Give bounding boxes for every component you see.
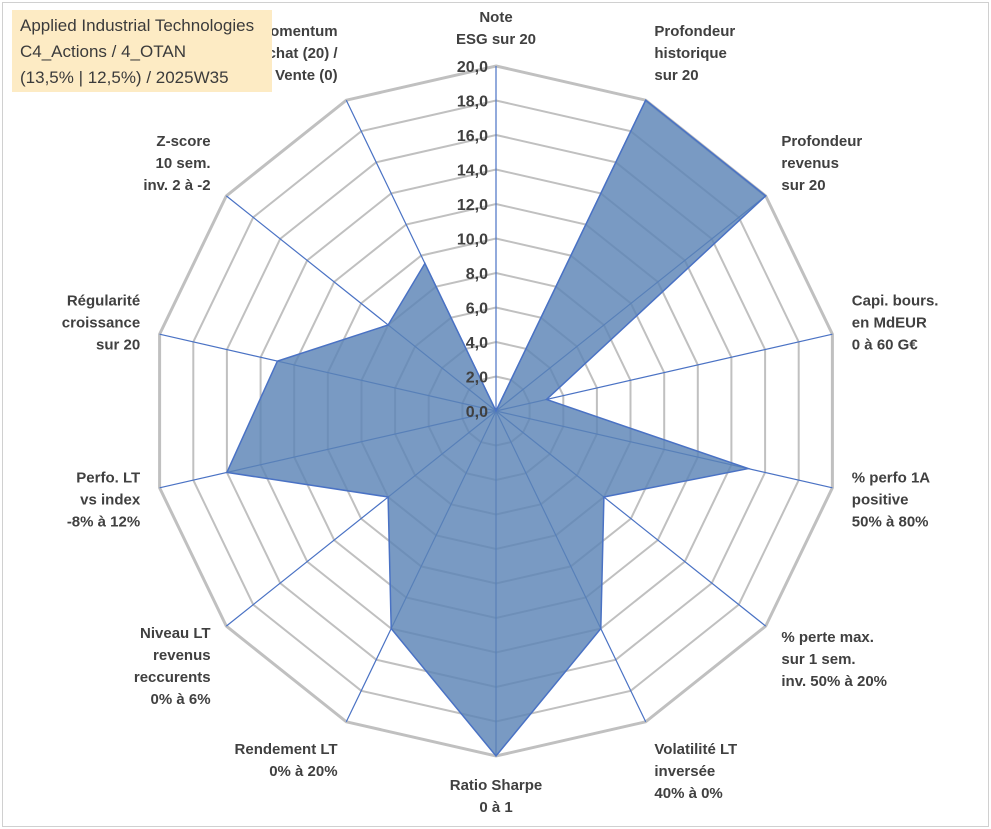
axis-label-line: 0% à 6%: [151, 691, 211, 708]
axis-label-line: Momentum: [258, 23, 338, 40]
axis-label-line: vs index: [80, 492, 141, 509]
axis-label-line: 0 à 60 G€: [852, 336, 919, 353]
tick-label: 6,0: [466, 301, 488, 318]
axis-label-line: croissance: [62, 314, 140, 331]
axis-label-line: revenus: [153, 647, 211, 664]
axis-label: Capi. bours. en MdEUR 0 à 60 G€: [852, 292, 939, 353]
axis-label: Profondeur historique sur 20: [654, 23, 735, 84]
axis-label-line: sur 1 sem.: [781, 651, 855, 668]
axis-label: Niveau LT revenus reccurents 0% à 6%: [134, 625, 211, 708]
axis-label-line: 0 à 1: [479, 799, 512, 816]
axis-label: Profondeur revenus sur 20: [781, 133, 862, 194]
axis-label: Volatilité LT inversée 40% à 0%: [654, 741, 737, 802]
axis-label-line: % perte max.: [781, 629, 874, 646]
info-line-stats: (13,5% | 12,5%) / 2025W35: [20, 68, 229, 87]
radar-series: [225, 99, 767, 758]
tick-label: 20,0: [457, 59, 488, 76]
axis-label-line: inversée: [654, 763, 715, 780]
series-area: [225, 99, 767, 758]
axis-label-line: -8% à 12%: [67, 514, 140, 531]
axis-label-line: historique: [654, 45, 727, 62]
axis-label: Régularité croissance sur 20: [62, 292, 140, 353]
axis-label: % perte max. sur 1 sem. inv. 50% à 20%: [781, 629, 887, 690]
axis-label: Ratio Sharpe 0 à 1: [450, 777, 543, 816]
axis-label-line: Ratio Sharpe: [450, 777, 543, 794]
axis-label-line: inv. 2 à -2: [143, 177, 210, 194]
radial-tick-labels: 0,0 2,0 4,0 6,0 8,0 10,0 12,0 14,0 16,0 18,0 20,0: [457, 59, 488, 421]
radar-spoke: [495, 333, 833, 412]
axis-label: Perfo. LT vs index -8% à 12%: [67, 470, 141, 531]
tick-label: 12,0: [457, 197, 488, 214]
tick-label: 4,0: [466, 335, 488, 352]
axis-label-line: Régularité: [67, 292, 140, 309]
axis-labels: Note ESG sur 20 Profondeur historique sur 20…: [62, 9, 939, 816]
axis-label-line: en MdEUR: [852, 314, 927, 331]
axis-label-line: Capi. bours.: [852, 292, 939, 309]
tick-label: 14,0: [457, 163, 488, 180]
axis-label-line: sur 20: [654, 67, 698, 84]
axis-label-line: Perfo. LT: [76, 470, 140, 487]
axis-label-line: sur 20: [96, 336, 140, 353]
axis-label-line: inv. 50% à 20%: [781, 673, 887, 690]
axis-label-line: Profondeur: [781, 133, 862, 150]
axis-label-line: ESG sur 20: [456, 31, 536, 48]
axis-label-line: Vente (0): [275, 67, 338, 84]
axis-label: Z-score 10 sem. inv. 2 à -2: [143, 133, 210, 194]
info-box: Applied Industrial Technologies C4_Actio…: [12, 10, 272, 92]
axis-label-line: Note: [479, 9, 512, 26]
axis-label-line: 40% à 0%: [654, 785, 722, 802]
tick-label: 0,0: [466, 404, 488, 421]
axis-label: Momentum Achat (20) / Vente (0): [257, 23, 339, 84]
axis-label-line: % perfo 1A: [852, 470, 931, 487]
axis-label: Note ESG sur 20: [456, 9, 536, 48]
axis-label-line: revenus: [781, 155, 839, 172]
tick-label: 16,0: [457, 128, 488, 145]
axis-label-line: Rendement LT: [235, 741, 338, 758]
axis-label-line: Z-score: [156, 133, 210, 150]
axis-label-line: 0% à 20%: [269, 763, 337, 780]
info-line-category: C4_Actions / 4_OTAN: [20, 42, 186, 61]
axis-label-line: reccurents: [134, 669, 211, 686]
axis-label: Rendement LT 0% à 20%: [235, 741, 338, 780]
info-line-company: Applied Industrial Technologies: [20, 16, 255, 35]
axis-label-line: Achat (20) /: [257, 45, 339, 62]
tick-label: 10,0: [457, 232, 488, 249]
axis-label-line: sur 20: [781, 177, 825, 194]
tick-label: 8,0: [466, 266, 488, 283]
tick-label: 18,0: [457, 94, 488, 111]
axis-label-line: positive: [852, 492, 909, 509]
axis-label-line: 10 sem.: [156, 155, 211, 172]
axis-label-line: Volatilité LT: [654, 741, 737, 758]
axis-label: % perfo 1A positive 50% à 80%: [852, 470, 931, 531]
tick-label: 2,0: [466, 370, 488, 387]
axis-label-line: 50% à 80%: [852, 514, 929, 531]
axis-label-line: Niveau LT: [140, 625, 211, 642]
axis-label-line: Profondeur: [654, 23, 735, 40]
